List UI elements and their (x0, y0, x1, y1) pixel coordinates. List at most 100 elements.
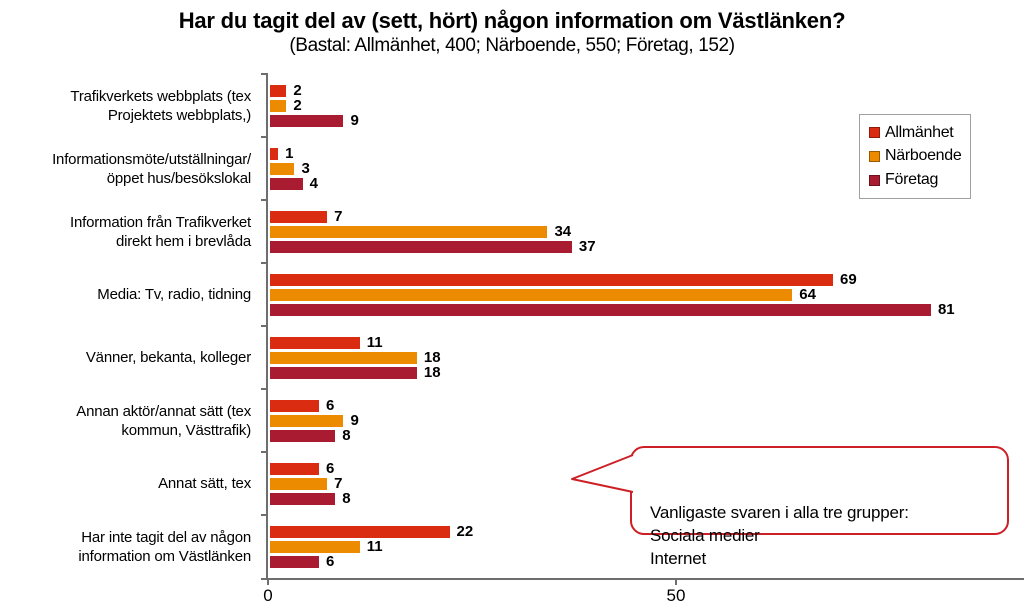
category-row: Trafikverkets webbplats (tex Projektets … (0, 73, 1024, 137)
bar-value-label: 7 (334, 207, 343, 225)
bar-value-label: 8 (342, 489, 351, 507)
bar-line: 1 (270, 144, 1024, 162)
bar-line: 2 (270, 96, 1024, 114)
bar-value-label: 34 (554, 222, 572, 240)
category-label: Vänner, bekanta, kolleger (85, 349, 251, 366)
y-axis-tick (261, 262, 268, 264)
bar-line: 9 (270, 411, 1024, 429)
legend-swatch-icon (869, 174, 880, 186)
bar-value-label: 4 (309, 174, 318, 192)
y-axis-tick (261, 325, 268, 327)
legend-item: Företag (869, 171, 964, 189)
category-label: Annan aktör/annat sätt (tex kommun, Väst… (76, 402, 251, 439)
bar-group: 69 64 81 (263, 263, 1024, 326)
bar-line: 69 (270, 270, 1024, 288)
bar-value-label: 1 (285, 144, 294, 162)
bar-Närboende (270, 288, 793, 301)
category-row: Annat sätt, tex 6 7 8 (0, 451, 1024, 515)
category-row: Har inte tagit del av någon information … (0, 514, 1024, 578)
category-row: Information från Trafikverket direkt hem… (0, 199, 1024, 263)
chart-subtitle: (Bastal: Allmänhet, 400; Närboende, 550;… (289, 35, 735, 56)
legend-item: Närboende (869, 147, 964, 165)
bar-line: 3 (270, 159, 1024, 177)
bar-value-label: 69 (840, 270, 857, 288)
bar-Företag (270, 114, 344, 127)
bar-value-label: 37 (578, 237, 596, 255)
bar-value-label: 2 (293, 81, 302, 99)
legend-swatch-icon (869, 127, 880, 139)
bar-value-label: 7 (334, 474, 343, 492)
bar-Företag (270, 240, 572, 253)
bar-Närboende (270, 351, 417, 364)
category-row: Vänner, bekanta, kolleger 11 18 18 (0, 325, 1024, 389)
category-row: Annan aktör/annat sätt (tex kommun, Väst… (0, 388, 1024, 452)
bar-line: 9 (270, 111, 1024, 129)
x-axis-tick (267, 580, 269, 585)
legend-label: Allmänhet (885, 123, 954, 141)
category-label: Information från Trafikverket direkt hem… (70, 213, 251, 250)
bar-value-label: 6 (325, 459, 335, 477)
category-row: Media: Tv, radio, tidning 69 64 81 (0, 262, 1024, 326)
bar-line: 2 (270, 81, 1024, 99)
bar-Närboende (270, 477, 328, 490)
bar-value-label: 64 (799, 285, 816, 303)
x-tick-label: 50 (666, 586, 686, 605)
category-label: Media: Tv, radio, tidning (97, 286, 251, 303)
bar-value-label: 22 (456, 522, 474, 540)
bar-Närboende (270, 162, 295, 175)
bar-value-label: 18 (423, 363, 441, 381)
bar-line: 11 (270, 539, 1024, 554)
bar-Allmänhet (270, 210, 328, 223)
bar-line: 81 (270, 300, 1024, 318)
bar-line: 11 (270, 333, 1024, 351)
bar-line: 22 (270, 522, 1024, 540)
bar-Företag (270, 303, 931, 316)
y-axis-tick (261, 451, 268, 453)
bar-Företag (270, 366, 417, 379)
y-axis-tick (261, 388, 268, 390)
category-label: Annat sätt, tex (158, 475, 251, 492)
legend: Allmänhet Närboende Företag (859, 114, 971, 199)
legend-label: Företag (885, 171, 939, 189)
bar-value-label: 18 (423, 348, 441, 366)
bar-value-label: 6 (325, 396, 335, 414)
x-axis (261, 578, 1024, 580)
bar-value-label: 3 (301, 159, 310, 177)
legend-swatch-icon (869, 150, 880, 162)
bar-group: 22 11 6 (263, 515, 1024, 578)
bar-Allmänhet (270, 462, 319, 475)
bar-Allmänhet (270, 84, 287, 97)
bar-Närboende (270, 540, 360, 553)
x-tick-label: 0 (263, 586, 273, 605)
bar-Närboende (270, 414, 344, 427)
bar-value-label: 81 (937, 300, 955, 318)
legend-label: Närboende (885, 147, 962, 165)
bar-Närboende (270, 99, 287, 112)
bar-Närboende (270, 225, 548, 238)
bar-value-label: 9 (350, 411, 359, 429)
callout-tail-icon (571, 454, 634, 493)
bar-Allmänhet (270, 147, 279, 160)
chart-title: Har du tagit del av (sett, hört) någon i… (178, 8, 846, 33)
bar-line: 7 (270, 207, 1024, 225)
bar-line: 7 (270, 474, 1024, 492)
bar-value-label: 8 (342, 426, 351, 444)
bar-line: 64 (270, 285, 1024, 303)
bar-line: 18 (270, 348, 1024, 366)
y-axis-tick (261, 199, 268, 201)
bar-line: 6 (270, 396, 1024, 414)
bar-value-label: 6 (325, 552, 335, 570)
callout: Vanligaste svaren i alla tre grupper: So… (571, 446, 1009, 568)
bar-value-label: 11 (366, 333, 383, 351)
category-label: Informationsmöte/utställningar/ öppet hu… (52, 150, 251, 187)
bar-Företag (270, 492, 336, 505)
bar-Företag (270, 177, 303, 190)
bar-value-label: 9 (350, 111, 359, 129)
category-label: Har inte tagit del av någon information … (78, 528, 251, 565)
bar-Företag (270, 555, 319, 568)
bar-value-label: 2 (293, 96, 302, 114)
category-label: Trafikverkets webbplats (tex Projektets … (70, 87, 251, 124)
